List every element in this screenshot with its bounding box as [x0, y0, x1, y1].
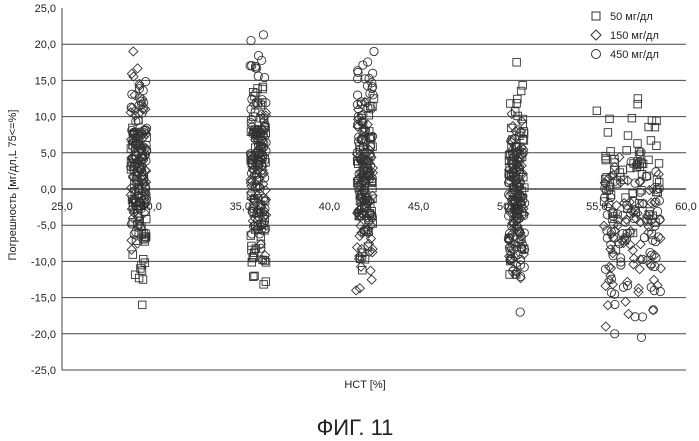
y-tick-label: -25,0 [31, 365, 56, 377]
data-points [126, 31, 665, 342]
series-circle [127, 31, 665, 342]
data-point [254, 51, 262, 59]
legend-square-icon [592, 12, 600, 20]
data-point [138, 267, 146, 275]
data-point [656, 287, 664, 295]
data-point [368, 244, 377, 253]
data-point [652, 168, 660, 176]
data-point [260, 281, 268, 289]
data-point [604, 129, 612, 137]
y-tick-label: 15,0 [35, 75, 56, 87]
data-point-outlier [247, 36, 255, 44]
y-tick-label: -15,0 [31, 293, 56, 305]
x-tick-label: 45,0 [408, 201, 429, 213]
data-point-outlier [516, 308, 524, 316]
legend-label: 50 мг/дл [610, 11, 653, 23]
data-point [628, 114, 636, 122]
data-point [353, 243, 362, 252]
data-point-outlier [601, 322, 610, 331]
x-tick-label: 35,0 [230, 201, 251, 213]
data-point [636, 240, 645, 249]
x-tick-label: 55,0 [586, 201, 607, 213]
data-point [258, 56, 266, 64]
x-tick-label: 30,0 [140, 201, 161, 213]
data-point [141, 77, 149, 85]
y-axis-title: Погрешность [мг/дл,L 75<=%] [7, 110, 19, 261]
data-point [647, 137, 655, 145]
legend-circle-icon [592, 50, 601, 59]
y-tick-label: -20,0 [31, 329, 56, 341]
data-point [363, 58, 371, 66]
data-point [127, 245, 136, 254]
x-tick-label: 50,0 [497, 201, 518, 213]
data-point-outlier [513, 59, 521, 67]
data-point [511, 108, 519, 116]
legend: 50 мг/дл 150 мг/дл 450 мг/дл [591, 11, 659, 61]
data-point [634, 100, 642, 108]
y-tick-label: 10,0 [35, 112, 56, 124]
y-tick-label: 0,0 [41, 184, 56, 196]
data-point [602, 155, 610, 163]
data-point [634, 140, 642, 148]
data-point [624, 132, 632, 140]
data-point-outlier [593, 107, 601, 115]
data-point [653, 142, 661, 150]
data-point [649, 306, 657, 314]
data-point [631, 179, 639, 187]
y-tick-label: 20,0 [35, 39, 56, 51]
data-point [607, 148, 615, 156]
data-point-outlier [259, 31, 267, 39]
data-point [514, 112, 522, 120]
data-point-outlier [637, 333, 645, 341]
data-point [656, 234, 665, 243]
data-point [359, 61, 367, 69]
data-point [619, 166, 627, 174]
x-tick-label: 60,0 [675, 201, 696, 213]
data-point [656, 264, 665, 273]
data-point-outlier [129, 47, 138, 56]
data-point [653, 207, 661, 215]
data-point-outlier [634, 95, 642, 103]
data-point [621, 297, 630, 306]
data-point-outlier [138, 301, 146, 309]
data-point-outlier [370, 47, 378, 55]
data-point [599, 221, 608, 230]
x-tick-label: 25,0 [51, 201, 72, 213]
y-tick-label: -10,0 [31, 256, 56, 268]
y-tick-label: -5,0 [37, 220, 56, 232]
legend-label: 150 мг/дл [610, 30, 659, 42]
data-point [261, 186, 270, 195]
figure-caption: ФИГ. 11 [317, 415, 394, 440]
data-point [366, 266, 375, 275]
data-point [654, 170, 663, 179]
data-point [650, 198, 659, 207]
data-point [655, 160, 663, 168]
y-tick-label: 25,0 [35, 3, 56, 15]
series-square [127, 59, 663, 309]
y-tick-label: 5,0 [41, 148, 56, 160]
data-point [262, 108, 271, 117]
data-point [640, 233, 648, 241]
legend-diamond-icon [591, 30, 601, 40]
x-axis-title: HCT [%] [344, 379, 385, 391]
legend-label: 450 мг/дл [610, 49, 659, 61]
data-point [129, 251, 137, 259]
data-point [367, 275, 376, 284]
data-point [262, 278, 270, 286]
axes [62, 8, 686, 370]
x-tick-label: 40,0 [319, 201, 340, 213]
